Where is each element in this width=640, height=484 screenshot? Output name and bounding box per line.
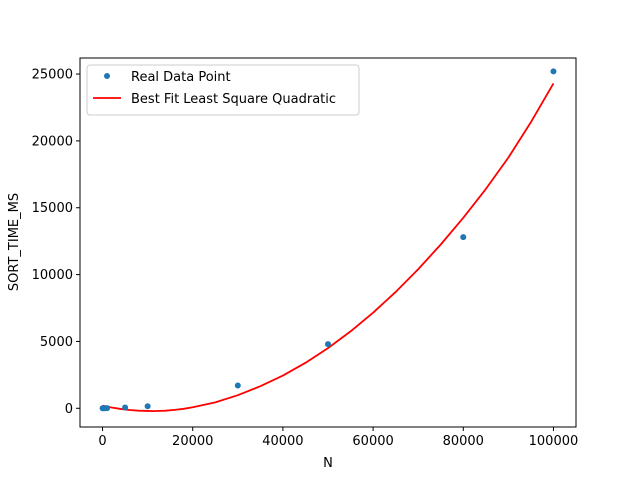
legend-marker-real-data-point	[104, 73, 110, 79]
x-axis-label: N	[323, 456, 333, 471]
y-axis-ticks: 0 5000 10000 15000 20000 25000	[32, 68, 80, 417]
x-tick-label: 60000	[352, 434, 393, 449]
x-tick-label: 80000	[443, 434, 484, 449]
data-point	[144, 403, 151, 410]
series-layer	[99, 68, 557, 412]
y-tick-label: 0	[65, 402, 73, 417]
data-point	[460, 234, 467, 241]
x-tick-label: 40000	[262, 434, 303, 449]
data-point	[122, 404, 129, 411]
y-tick-label: 10000	[32, 268, 73, 283]
data-point	[234, 382, 241, 389]
y-tick-label: 5000	[40, 335, 73, 350]
x-tick-label: 0	[98, 434, 106, 449]
x-tick-label: 20000	[172, 434, 213, 449]
y-tick-label: 20000	[32, 134, 73, 149]
y-tick-label: 25000	[32, 68, 73, 83]
x-tick-label: 100000	[529, 434, 579, 449]
x-axis-ticks: 0 20000 40000 60000 80000 100000	[98, 427, 578, 449]
y-axis-label: SORT_TIME_MS	[7, 193, 22, 291]
plot-area	[80, 58, 576, 427]
fit-curve-line	[102, 82, 555, 412]
data-point	[325, 341, 331, 348]
data-point	[550, 68, 557, 75]
legend: Real Data Point Best Fit Least Square Qu…	[86, 64, 360, 116]
plot-frame	[79, 57, 577, 428]
legend-label-best-fit: Best Fit Least Square Quadratic	[131, 92, 336, 107]
data-point	[104, 405, 111, 412]
legend-box	[86, 64, 360, 116]
y-tick-label: 15000	[32, 201, 73, 216]
legend-label-real-data-point: Real Data Point	[131, 70, 231, 85]
